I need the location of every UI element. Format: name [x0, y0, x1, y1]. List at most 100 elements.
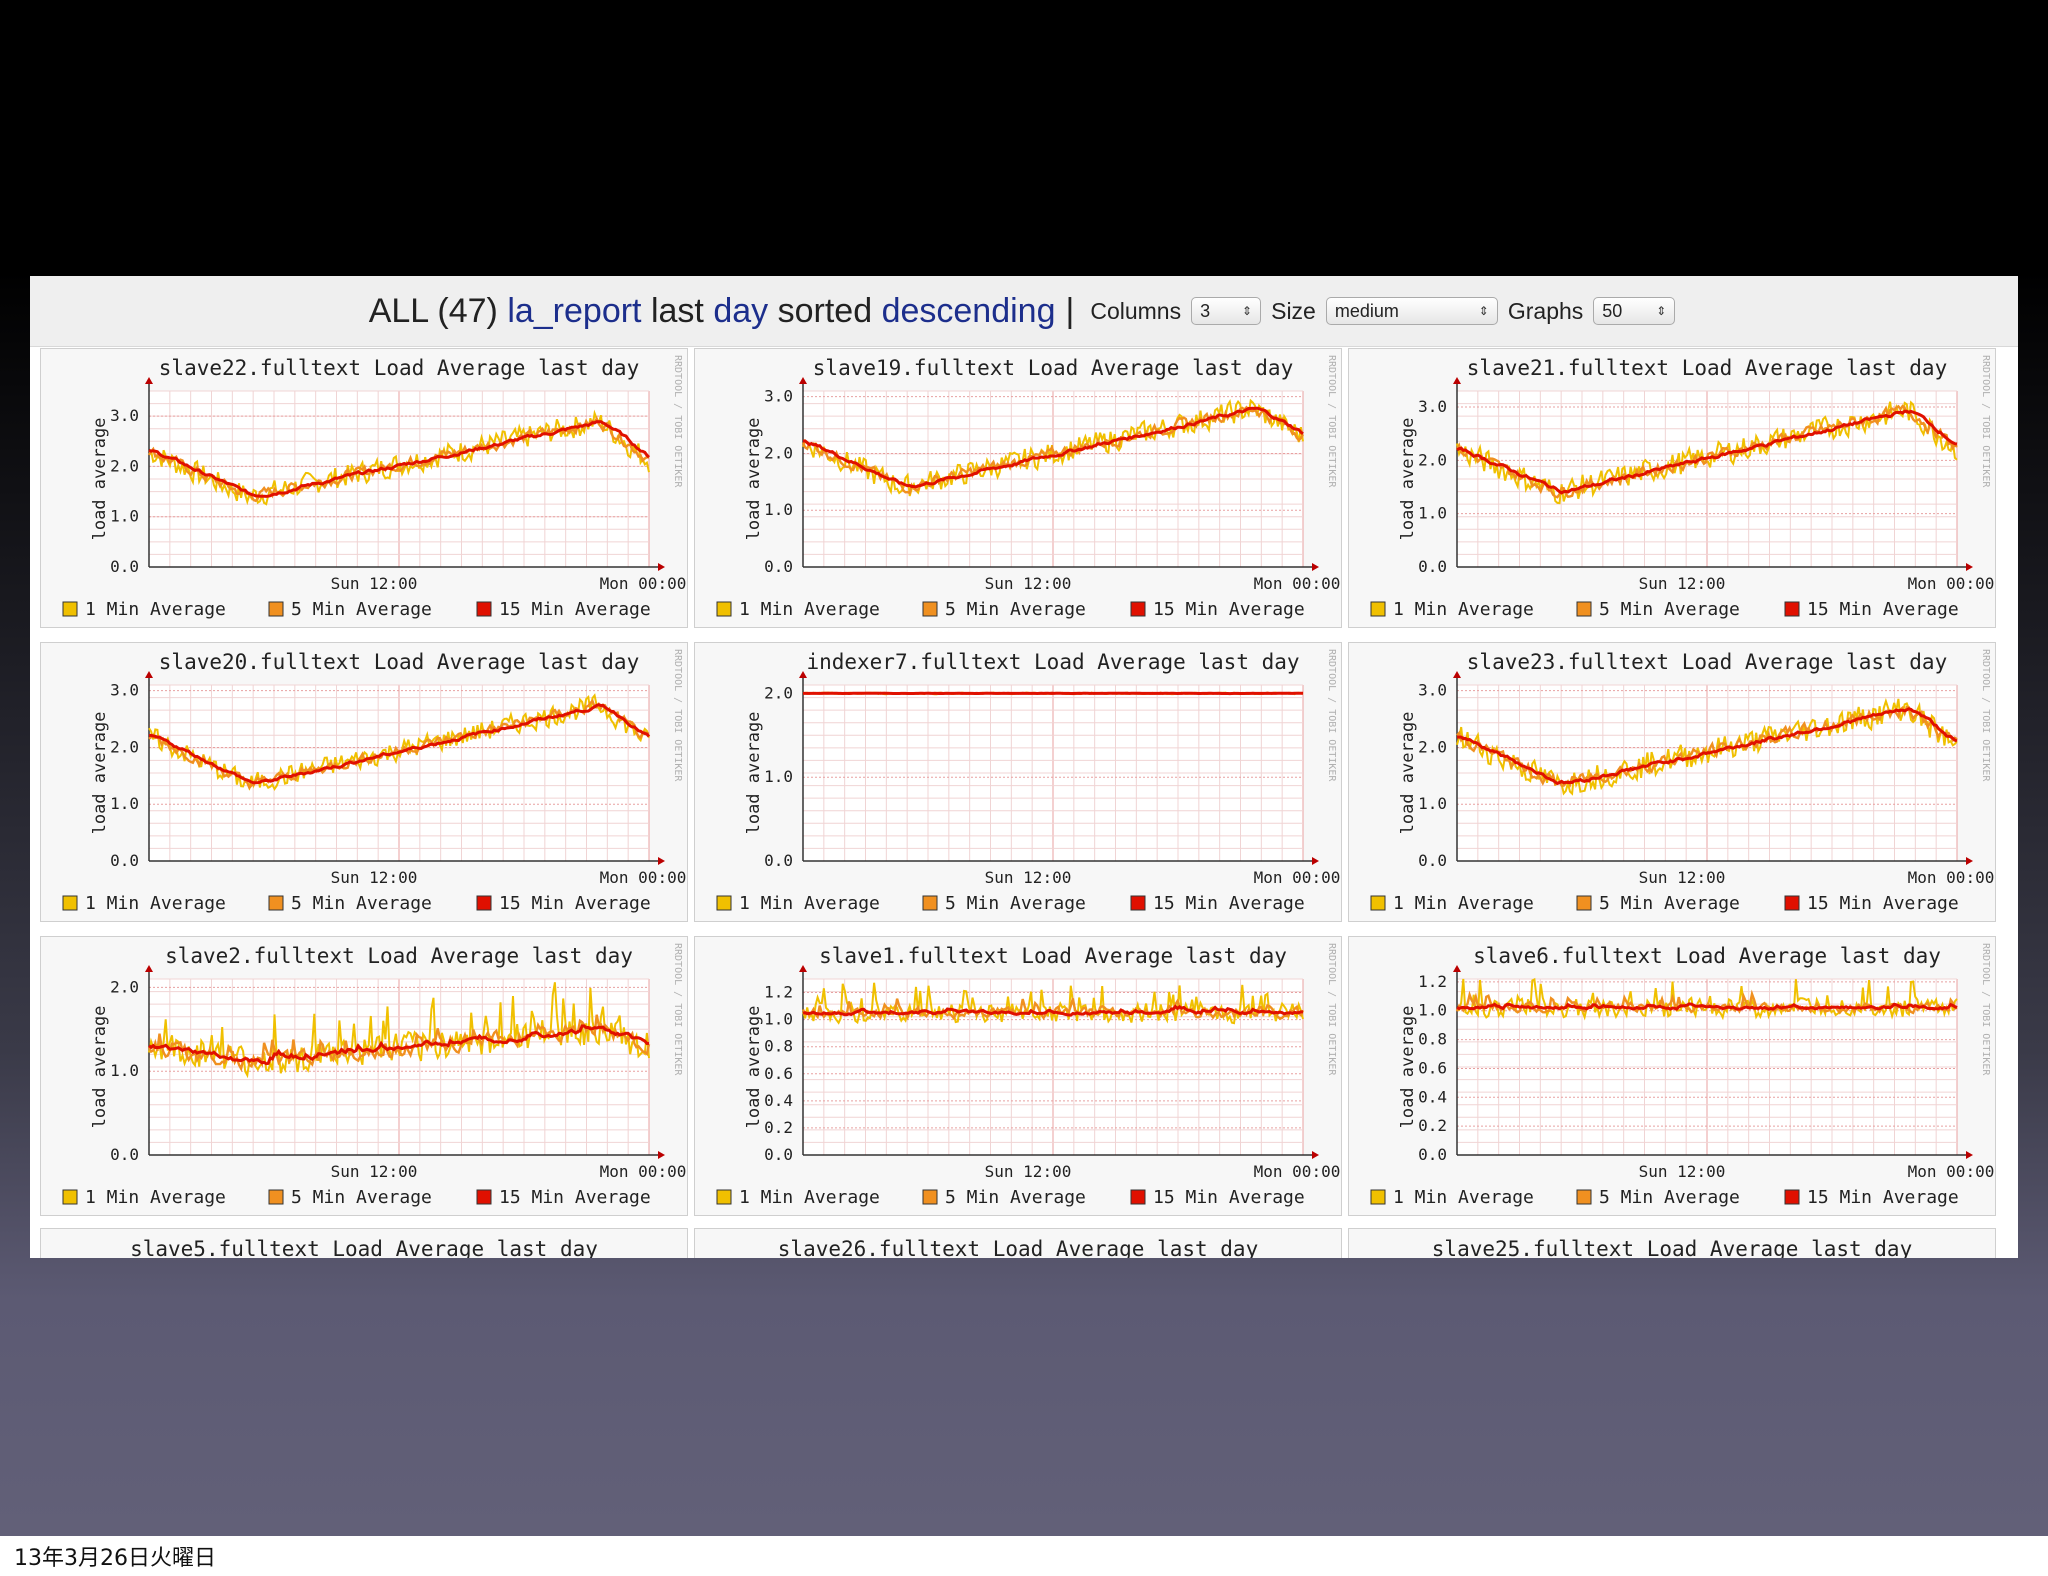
y-tick-label: 0.0	[1418, 1145, 1447, 1164]
graph-panel-partial[interactable]: slave25.fulltext Load Average last day	[1348, 1228, 1996, 1258]
y-tick-label: 0.2	[764, 1118, 793, 1137]
legend-swatch	[1784, 601, 1800, 617]
graph-title: slave6.fulltext Load Average last day	[1473, 944, 1941, 968]
graph-title: slave2.fulltext Load Average last day	[165, 944, 633, 968]
y-tick-label: 3.0	[764, 387, 793, 406]
legend-label: 1 Min Average	[739, 599, 880, 620]
legend-label: 1 Min Average	[85, 1187, 226, 1208]
rrdtool-watermark: RRDTOOL / TOBI OETIKER	[672, 943, 683, 1076]
y-tick-label: 2.0	[110, 456, 139, 475]
sort-order-link[interactable]: descending	[881, 291, 1056, 330]
series-1min	[1456, 697, 1958, 796]
graph-title: slave22.fulltext Load Average last day	[159, 356, 639, 380]
y-axis-label: load average	[744, 712, 764, 835]
x-tick-label: Mon 00:00	[600, 868, 687, 887]
y-tick-label: 0.0	[1418, 557, 1447, 576]
y-tick-label: 0.0	[110, 557, 139, 576]
y-tick-label: 0.0	[764, 557, 793, 576]
legend-label: 5 Min Average	[291, 599, 432, 620]
y-tick-label: 1.0	[110, 1061, 139, 1080]
all-count-label: ALL (47)	[368, 291, 498, 330]
select-arrows-icon: ⇕	[1242, 304, 1253, 318]
series-15min	[148, 1024, 650, 1066]
x-tick-label: Sun 12:00	[331, 574, 418, 593]
graph-panel[interactable]: indexer7.fulltext Load Average last day 0…	[694, 642, 1342, 922]
y-tick-label: 0.0	[764, 1145, 793, 1164]
columns-select[interactable]: 3 ⇕	[1191, 297, 1262, 325]
x-tick-label: Sun 12:00	[331, 868, 418, 887]
legend-swatch	[1576, 895, 1592, 911]
columns-label: Columns	[1090, 297, 1182, 324]
y-tick-label: 1.0	[764, 767, 793, 786]
graphs-select[interactable]: 50 ⇕	[1593, 297, 1676, 325]
x-tick-label: Sun 12:00	[985, 574, 1072, 593]
graph-panel-partial[interactable]: slave5.fulltext Load Average last day	[40, 1228, 688, 1258]
y-tick-label: 2.0	[1418, 450, 1447, 469]
legend-swatch	[1576, 1189, 1592, 1205]
x-tick-label: Sun 12:00	[1639, 868, 1726, 887]
y-tick-label: 0.4	[1418, 1087, 1447, 1106]
range-link[interactable]: day	[713, 291, 769, 330]
rrdtool-watermark: RRDTOOL / TOBI OETIKER	[1980, 943, 1991, 1076]
graph-panel[interactable]: slave23.fulltext Load Average last day 0.…	[1348, 642, 1996, 922]
legend-swatch	[62, 601, 78, 617]
legend-swatch	[1370, 895, 1386, 911]
graphs-value: 50	[1602, 300, 1623, 321]
load-average-chart: slave22.fulltext Load Average last day 0.…	[62, 355, 686, 620]
x-tick-label: Mon 00:00	[1908, 1162, 1995, 1181]
legend-swatch	[1784, 1189, 1800, 1205]
size-select[interactable]: medium ⇕	[1325, 297, 1498, 325]
legend-swatch	[716, 1189, 732, 1205]
load-average-chart: indexer7.fulltext Load Average last day 0…	[716, 649, 1340, 914]
y-tick-label: 2.0	[110, 737, 139, 756]
graph-panel-partial[interactable]: slave26.fulltext Load Average last day	[694, 1228, 1342, 1258]
graph-panel[interactable]: slave1.fulltext Load Average last day 0.0…	[694, 936, 1342, 1216]
x-tick-label: Mon 00:00	[1254, 1162, 1341, 1181]
legend-label: 5 Min Average	[1599, 599, 1740, 620]
legend-label: 5 Min Average	[1599, 893, 1740, 914]
y-tick-label: 1.0	[110, 794, 139, 813]
select-arrows-icon: ⇕	[1478, 304, 1489, 318]
series-5min	[147, 1014, 651, 1072]
graph-title: slave1.fulltext Load Average last day	[819, 944, 1287, 968]
slide-date: 13年3月26日火曜日	[14, 1546, 216, 1571]
y-axis-label: load average	[90, 712, 110, 835]
y-tick-label: 1.0	[764, 1010, 793, 1029]
legend-swatch	[1130, 1189, 1146, 1205]
legend-swatch	[1130, 895, 1146, 911]
rrdtool-watermark: RRDTOOL / TOBI OETIKER	[672, 649, 683, 782]
legend-label: 15 Min Average	[499, 599, 651, 620]
graph-panel[interactable]: slave21.fulltext Load Average last day 0.…	[1348, 348, 1996, 628]
y-tick-label: 0.0	[110, 851, 139, 870]
legend-swatch	[1130, 601, 1146, 617]
graph-panel[interactable]: slave2.fulltext Load Average last day 0.0…	[40, 936, 688, 1216]
load-average-chart: slave1.fulltext Load Average last day 0.0…	[716, 943, 1341, 1208]
graph-title: slave26.fulltext Load Average last day	[777, 1237, 1259, 1258]
legend-label: 1 Min Average	[1393, 599, 1534, 620]
legend-swatch	[922, 895, 938, 911]
x-tick-label: Mon 00:00	[1908, 868, 1995, 887]
legend-swatch	[62, 1189, 78, 1205]
graph-panel[interactable]: slave6.fulltext Load Average last day 0.0…	[1348, 936, 1996, 1216]
legend-label: 1 Min Average	[85, 893, 226, 914]
series-15min	[1456, 409, 1958, 495]
legend-swatch	[1370, 1189, 1386, 1205]
graph-panel[interactable]: slave22.fulltext Load Average last day 0.…	[40, 348, 688, 628]
legend-swatch	[716, 895, 732, 911]
legend-label: 1 Min Average	[739, 1187, 880, 1208]
rrdtool-watermark: RRDTOOL / TOBI OETIKER	[1980, 355, 1991, 488]
legend-swatch	[268, 601, 284, 617]
report-link[interactable]: la_report	[507, 291, 642, 330]
y-tick-label: 3.0	[1418, 681, 1447, 700]
graph-panel[interactable]: slave20.fulltext Load Average last day 0.…	[40, 642, 688, 922]
graph-title: indexer7.fulltext Load Average last day	[806, 650, 1299, 674]
legend-label: 15 Min Average	[499, 893, 651, 914]
graph-panel[interactable]: slave19.fulltext Load Average last day 0.…	[694, 348, 1342, 628]
x-tick-label: Sun 12:00	[985, 868, 1072, 887]
columns-value: 3	[1200, 300, 1211, 321]
y-tick-label: 0.6	[1418, 1058, 1447, 1077]
series-15min	[802, 406, 1304, 489]
x-tick-label: Sun 12:00	[985, 1162, 1072, 1181]
y-tick-label: 0.6	[764, 1064, 793, 1083]
legend-swatch	[476, 1189, 492, 1205]
